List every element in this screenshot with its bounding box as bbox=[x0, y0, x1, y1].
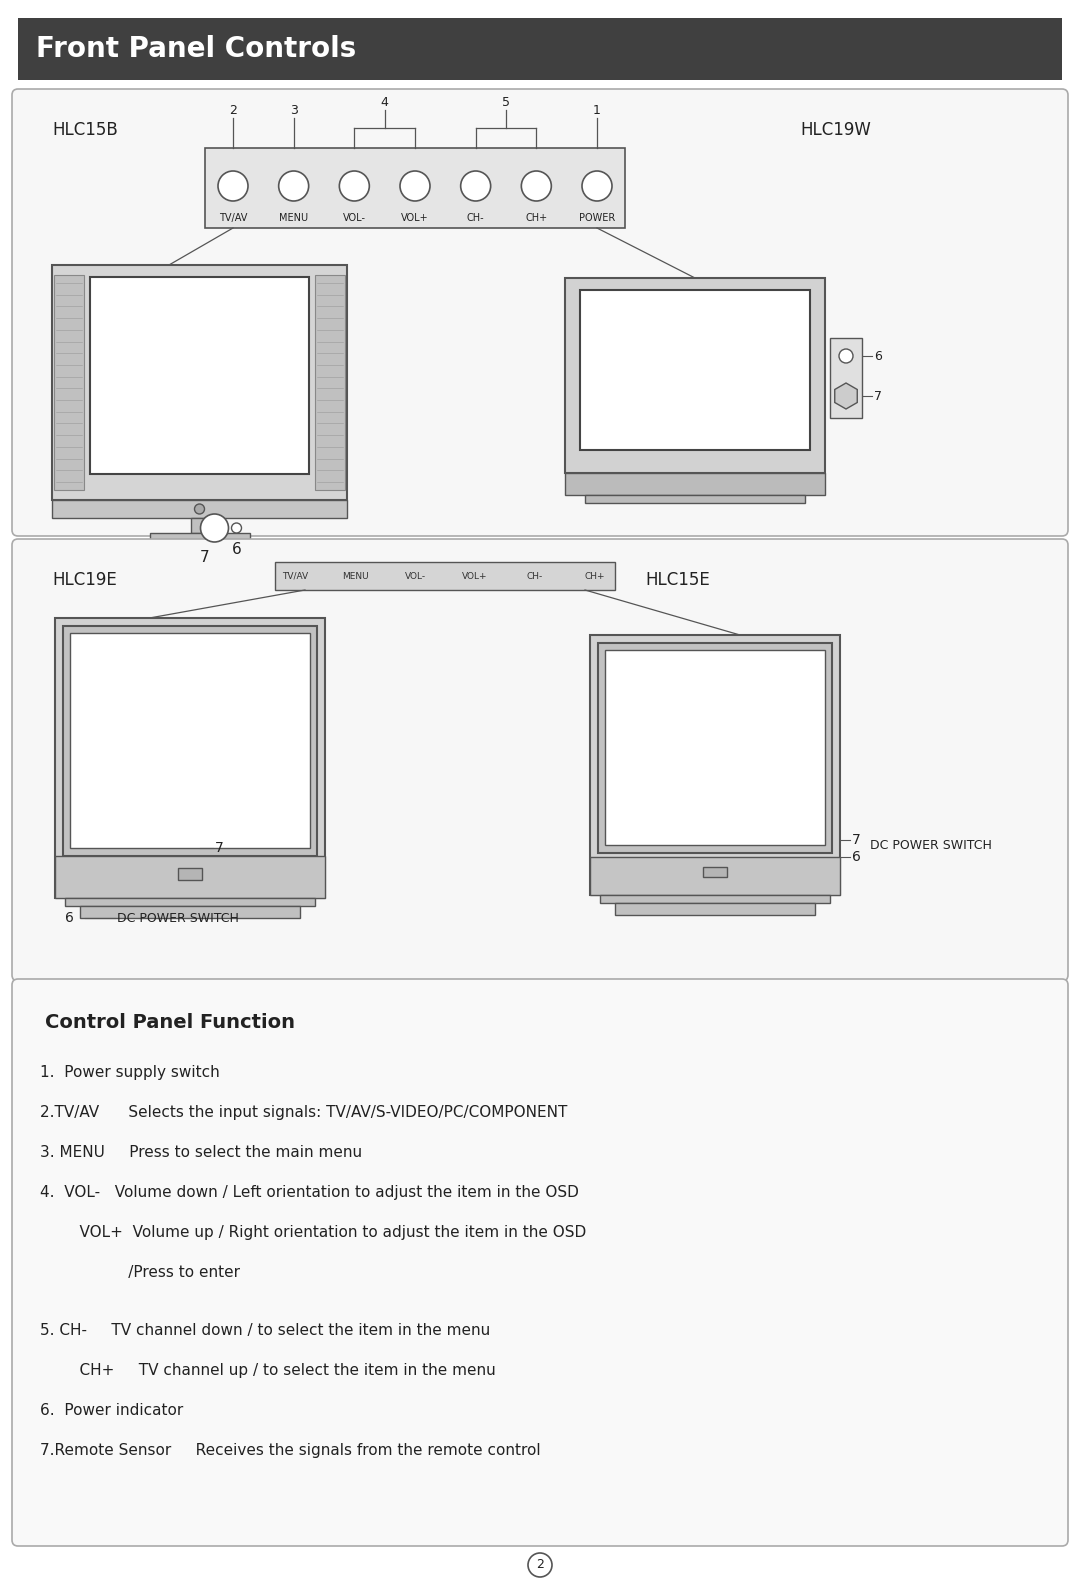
Text: DC POWER SWITCH: DC POWER SWITCH bbox=[117, 911, 239, 925]
Text: HLC15E: HLC15E bbox=[645, 570, 710, 589]
Bar bbox=[63, 626, 318, 855]
Text: CH+: CH+ bbox=[525, 212, 548, 223]
Circle shape bbox=[279, 171, 309, 201]
Text: POWER: POWER bbox=[579, 212, 616, 223]
Text: 6: 6 bbox=[874, 350, 882, 363]
Text: CH-: CH- bbox=[527, 572, 543, 580]
Bar bbox=[565, 474, 825, 496]
Text: 2: 2 bbox=[229, 103, 237, 117]
Text: VOL-: VOL- bbox=[404, 572, 426, 580]
Bar bbox=[52, 265, 347, 501]
Text: 6: 6 bbox=[65, 911, 73, 925]
Circle shape bbox=[522, 171, 551, 201]
FancyBboxPatch shape bbox=[12, 539, 1068, 980]
Text: TV/AV: TV/AV bbox=[219, 212, 247, 223]
Bar bbox=[205, 147, 625, 228]
Bar bbox=[590, 635, 840, 895]
FancyBboxPatch shape bbox=[12, 89, 1068, 535]
Text: 4.  VOL-   Volume down / Left orientation to adjust the item in the OSD: 4. VOL- Volume down / Left orientation t… bbox=[40, 1185, 579, 1201]
Text: Control Panel Function: Control Panel Function bbox=[45, 1014, 295, 1033]
Text: CH+: CH+ bbox=[584, 572, 605, 580]
Bar bbox=[90, 277, 309, 474]
Text: CH-: CH- bbox=[467, 212, 485, 223]
Bar bbox=[600, 895, 831, 903]
Text: MENU: MENU bbox=[341, 572, 368, 580]
Text: VOL+: VOL+ bbox=[401, 212, 429, 223]
Text: /Press to enter: /Press to enter bbox=[60, 1266, 240, 1280]
FancyBboxPatch shape bbox=[12, 979, 1068, 1546]
Text: 2.TV/AV      Selects the input signals: TV/AV/S-VIDEO/PC/COMPONENT: 2.TV/AV Selects the input signals: TV/AV… bbox=[40, 1106, 567, 1120]
Text: 1: 1 bbox=[593, 103, 600, 117]
Bar bbox=[149, 532, 249, 543]
Text: 1.  Power supply switch: 1. Power supply switch bbox=[40, 1064, 219, 1080]
Text: DC POWER SWITCH: DC POWER SWITCH bbox=[870, 838, 991, 852]
Bar bbox=[605, 649, 825, 844]
Circle shape bbox=[218, 171, 248, 201]
Circle shape bbox=[231, 523, 242, 532]
Text: 2: 2 bbox=[536, 1559, 544, 1571]
Text: 5: 5 bbox=[502, 95, 510, 108]
Circle shape bbox=[461, 171, 490, 201]
Bar bbox=[615, 903, 815, 916]
Bar bbox=[703, 866, 727, 878]
Text: 5. CH-     TV channel down / to select the item in the menu: 5. CH- TV channel down / to select the i… bbox=[40, 1323, 490, 1338]
Bar bbox=[70, 634, 310, 847]
Bar bbox=[590, 857, 840, 895]
Text: 7: 7 bbox=[852, 833, 861, 847]
Bar bbox=[54, 276, 84, 489]
Bar bbox=[18, 17, 1062, 81]
Bar bbox=[178, 868, 202, 881]
Circle shape bbox=[839, 348, 853, 363]
Text: VOL+: VOL+ bbox=[462, 572, 488, 580]
Text: 7: 7 bbox=[874, 390, 882, 402]
Text: 3: 3 bbox=[289, 103, 298, 117]
Bar bbox=[275, 562, 615, 589]
Text: 7: 7 bbox=[215, 841, 224, 855]
Bar bbox=[565, 279, 825, 474]
Bar bbox=[190, 518, 208, 532]
Text: MENU: MENU bbox=[279, 212, 308, 223]
Bar bbox=[831, 337, 862, 418]
Bar bbox=[585, 496, 805, 504]
Bar bbox=[598, 643, 832, 854]
Text: Front Panel Controls: Front Panel Controls bbox=[36, 35, 356, 63]
Text: HLC19W: HLC19W bbox=[800, 120, 870, 139]
Text: 6.  Power indicator: 6. Power indicator bbox=[40, 1403, 184, 1418]
Text: 7.Remote Sensor     Receives the signals from the remote control: 7.Remote Sensor Receives the signals fro… bbox=[40, 1443, 541, 1457]
Text: 4: 4 bbox=[381, 95, 389, 108]
Bar bbox=[55, 618, 325, 898]
Text: TV/AV: TV/AV bbox=[282, 572, 308, 580]
Text: 6: 6 bbox=[852, 851, 861, 863]
Bar bbox=[80, 906, 300, 919]
Bar bbox=[315, 276, 345, 489]
Text: 3. MENU     Press to select the main menu: 3. MENU Press to select the main menu bbox=[40, 1145, 362, 1159]
Text: VOL-: VOL- bbox=[342, 212, 366, 223]
Text: VOL+  Volume up / Right orientation to adjust the item in the OSD: VOL+ Volume up / Right orientation to ad… bbox=[60, 1224, 586, 1240]
Bar bbox=[55, 855, 325, 898]
Circle shape bbox=[528, 1552, 552, 1578]
Circle shape bbox=[582, 171, 612, 201]
Circle shape bbox=[201, 513, 229, 542]
Circle shape bbox=[339, 171, 369, 201]
Text: HLC15B: HLC15B bbox=[52, 120, 118, 139]
Text: HLC19E: HLC19E bbox=[52, 570, 117, 589]
Text: 7: 7 bbox=[200, 551, 210, 565]
Text: CH+     TV channel up / to select the item in the menu: CH+ TV channel up / to select the item i… bbox=[60, 1362, 496, 1378]
Text: 6: 6 bbox=[231, 542, 241, 558]
Circle shape bbox=[400, 171, 430, 201]
Bar bbox=[52, 501, 347, 518]
Bar bbox=[65, 898, 315, 906]
Polygon shape bbox=[835, 383, 858, 409]
Circle shape bbox=[194, 504, 204, 513]
Bar bbox=[580, 290, 810, 450]
